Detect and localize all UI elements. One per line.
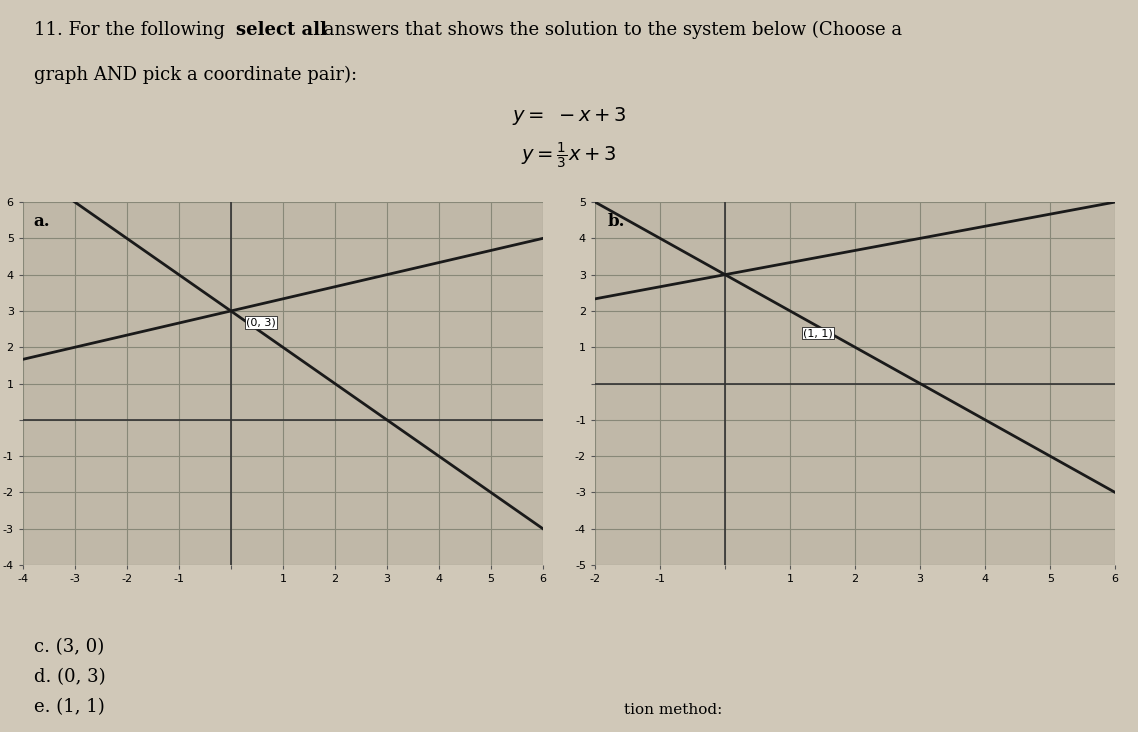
Text: c. (3, 0): c. (3, 0) xyxy=(34,638,104,656)
Text: (0, 3): (0, 3) xyxy=(247,318,277,327)
Text: select all: select all xyxy=(236,21,327,39)
Text: e. (1, 1): e. (1, 1) xyxy=(34,698,105,716)
Text: a.: a. xyxy=(33,213,50,230)
Text: (1, 1): (1, 1) xyxy=(803,329,833,338)
Text: graph AND pick a coordinate pair):: graph AND pick a coordinate pair): xyxy=(34,66,357,84)
Text: answers that shows the solution to the system below (Choose a: answers that shows the solution to the s… xyxy=(318,21,901,40)
Text: $y = \frac{1}{3}x + 3$: $y = \frac{1}{3}x + 3$ xyxy=(521,141,617,171)
Text: tion method:: tion method: xyxy=(624,703,721,717)
Text: b.: b. xyxy=(608,213,626,230)
Text: $y = \ -x + 3$: $y = \ -x + 3$ xyxy=(512,105,626,127)
Text: d. (0, 3): d. (0, 3) xyxy=(34,668,106,686)
Text: 11. For the following: 11. For the following xyxy=(34,21,230,39)
